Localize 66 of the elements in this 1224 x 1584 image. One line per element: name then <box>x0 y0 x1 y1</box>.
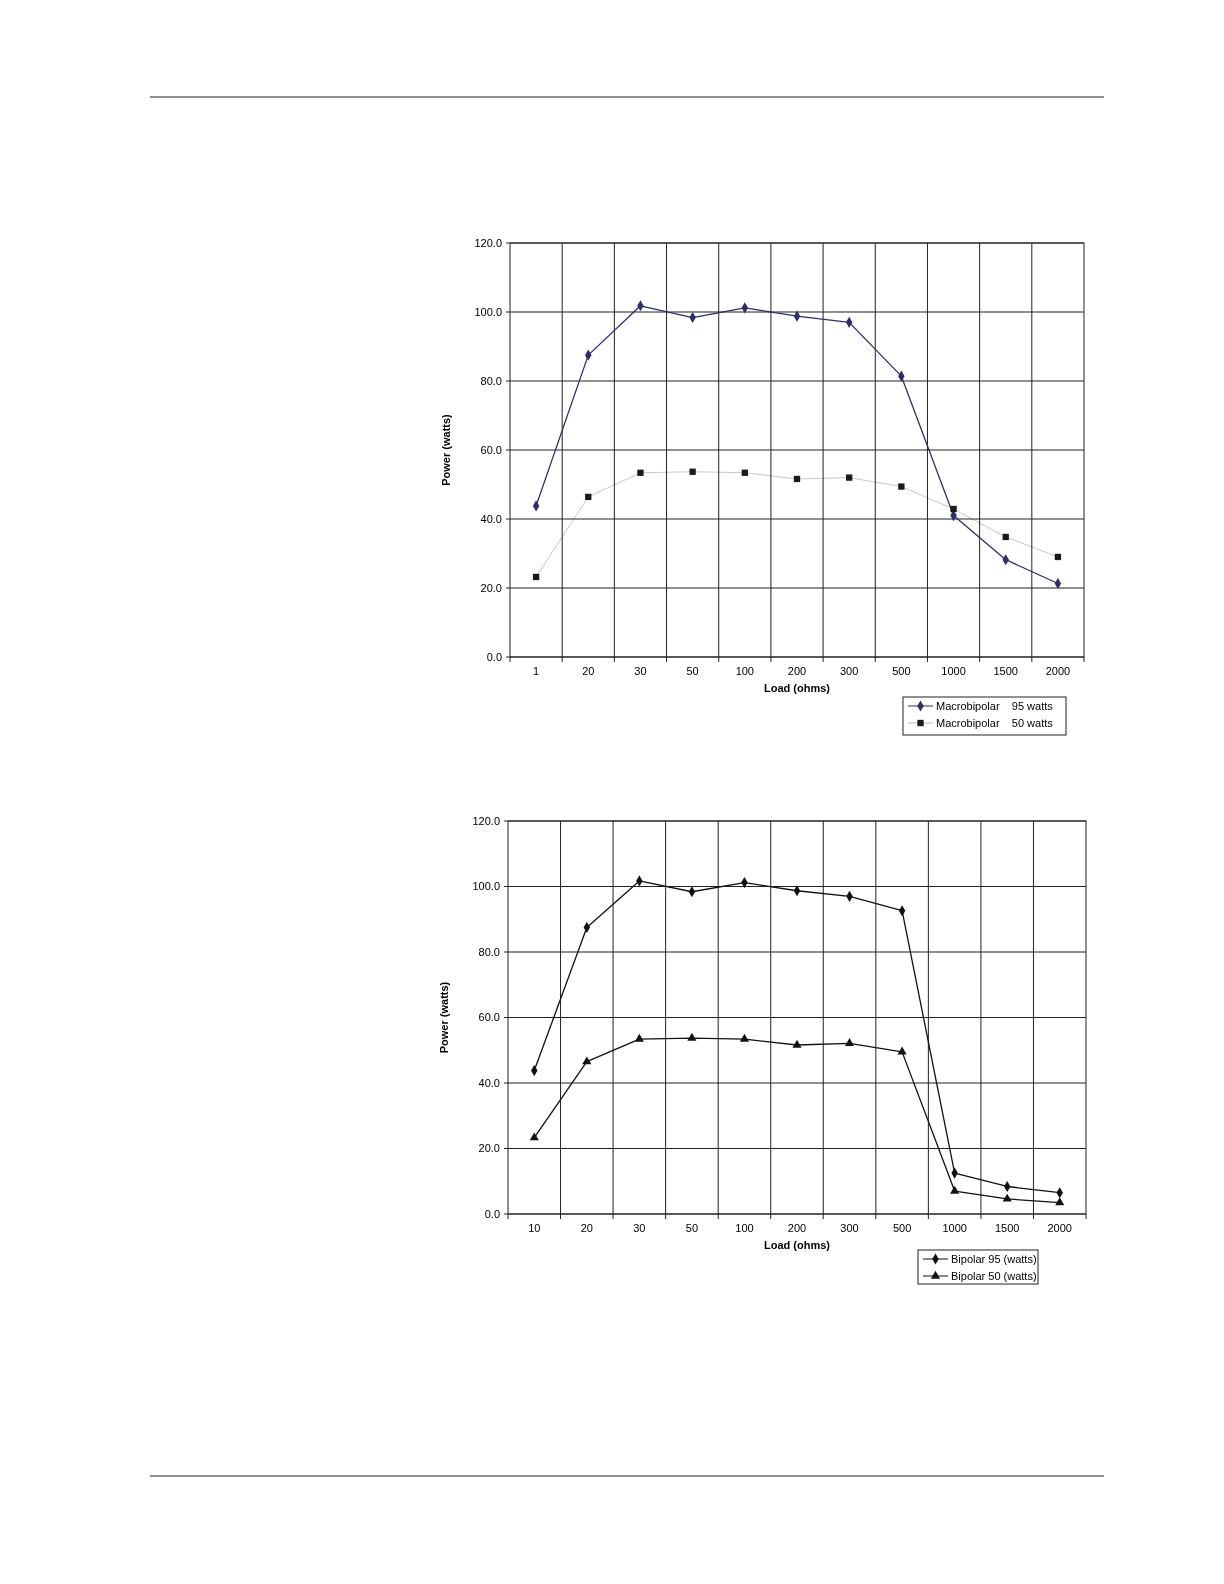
y-axis-title: Power (watts) <box>440 413 452 486</box>
x-axis-title: Load (ohms) <box>764 1239 831 1251</box>
legend-label: Bipolar 50 (watts) <box>951 1269 1037 1282</box>
x-tick-label: 30 <box>633 1222 646 1234</box>
x-tick-label: 500 <box>892 1222 912 1234</box>
y-tick-label: 80.0 <box>478 945 500 958</box>
x-tick-label: 50 <box>686 665 699 677</box>
x-tick-label: 1500 <box>993 665 1018 677</box>
y-tick-label: 120.0 <box>474 236 502 249</box>
y-tick-label: 20.0 <box>480 581 502 594</box>
point <box>529 1132 539 1141</box>
y-tick-label: 40.0 <box>480 512 502 525</box>
point <box>532 573 540 581</box>
x-tick-label: 50 <box>685 1222 699 1234</box>
y-tick-label: 40.0 <box>478 1076 500 1089</box>
x-tick-label: 30 <box>634 665 647 677</box>
x-tick-label: 300 <box>840 1222 859 1234</box>
point <box>689 468 696 475</box>
point <box>1002 1193 1012 1202</box>
point <box>687 1032 697 1041</box>
x-tick-label: 10 <box>528 1222 541 1234</box>
point <box>1055 1197 1065 1206</box>
y-tick-label: 100.0 <box>474 305 502 318</box>
x-tick-label: 300 <box>840 665 859 677</box>
y-axis-title: Power (watts) <box>438 981 450 1054</box>
x-tick-label: 20 <box>582 665 595 677</box>
x-tick-label: 2000 <box>1045 665 1071 677</box>
x-tick-label: 20 <box>580 1222 593 1234</box>
point <box>1054 553 1062 561</box>
point <box>634 1033 644 1042</box>
x-tick-label: 1000 <box>941 665 966 677</box>
point <box>582 1056 592 1065</box>
y-tick-label: 60.0 <box>480 443 502 456</box>
x-tick-label: 500 <box>892 665 911 677</box>
legend-label: Macrobipolar 50 watts <box>936 716 1054 729</box>
point <box>950 1185 960 1194</box>
y-tick-label: 0.0 <box>486 650 502 663</box>
point <box>898 483 905 490</box>
point <box>637 469 644 476</box>
y-tick-label: 100.0 <box>472 880 500 893</box>
point <box>1002 533 1009 541</box>
x-tick-label: 100 <box>735 665 754 677</box>
y-tick-label: 120.0 <box>472 814 500 827</box>
y-tick-label: 60.0 <box>478 1011 500 1024</box>
point <box>950 505 957 513</box>
point <box>793 475 801 483</box>
y-tick-label: 80.0 <box>480 374 502 387</box>
y-tick-label: 0.0 <box>484 1207 500 1220</box>
y-tick-label: 20.0 <box>478 1142 500 1155</box>
x-tick-label: 100 <box>735 1222 754 1234</box>
x-tick-label: 1500 <box>994 1222 1020 1234</box>
legend-label: Macrobipolar 95 watts <box>936 699 1054 712</box>
x-tick-label: 2000 <box>1047 1222 1072 1234</box>
legend-label: Bipolar 95 (watts) <box>951 1252 1037 1265</box>
x-tick-label: 200 <box>787 1222 807 1234</box>
x-axis-title: Load (ohms) <box>764 682 831 694</box>
point <box>897 1046 907 1055</box>
point <box>792 1039 802 1048</box>
point <box>739 1033 750 1042</box>
x-tick-label: 200 <box>787 665 807 677</box>
x-tick-label: 1000 <box>942 1222 967 1234</box>
point <box>741 469 748 476</box>
point <box>846 474 853 481</box>
point <box>585 493 592 501</box>
x-tick-label: 1 <box>533 665 540 677</box>
point <box>844 1038 855 1046</box>
